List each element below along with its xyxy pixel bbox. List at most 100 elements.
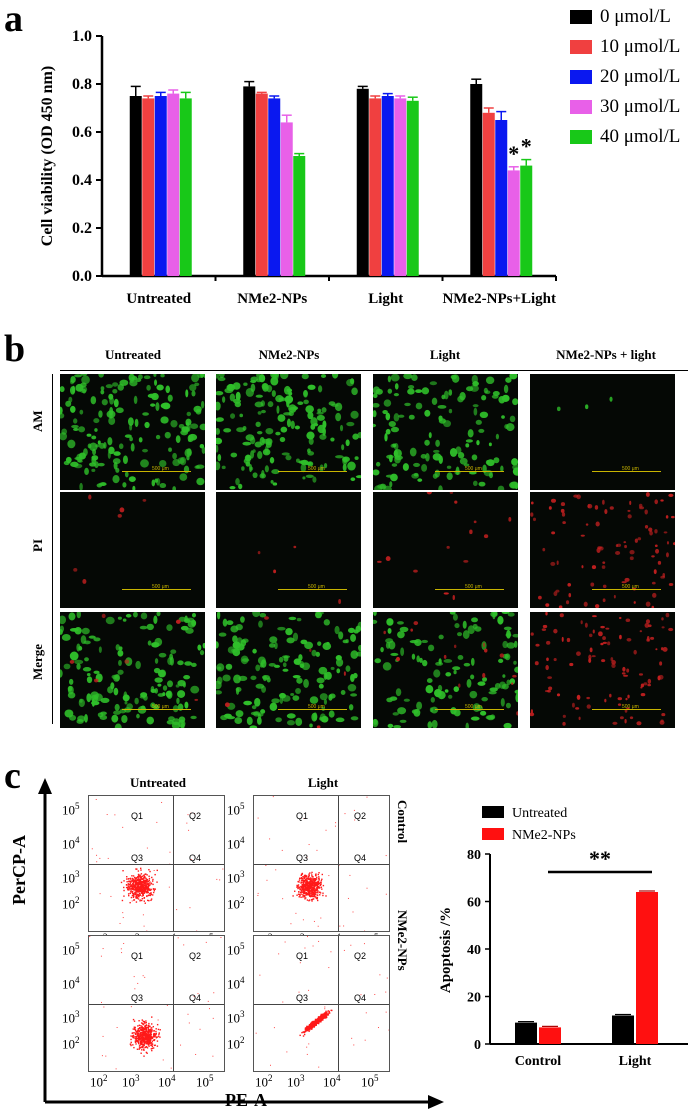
event-dot [145, 1030, 147, 1032]
event-dot [138, 1035, 140, 1038]
cell [68, 396, 73, 403]
cell [236, 427, 246, 433]
event-dot [187, 814, 189, 816]
event-dot [308, 899, 310, 902]
cell [257, 451, 263, 460]
scale-bar-label: 500 μm [465, 584, 482, 590]
significance-star: * [521, 134, 532, 159]
cell [408, 385, 415, 390]
cell [576, 694, 581, 700]
cell [216, 390, 224, 396]
cell [624, 577, 630, 582]
event-dot [129, 882, 132, 884]
event-dot [313, 896, 315, 898]
cell [530, 501, 534, 505]
event-dot [149, 889, 152, 892]
cell [243, 382, 248, 386]
cell [609, 396, 613, 402]
y-tick-label: 103 [62, 869, 80, 886]
event-dot [133, 899, 135, 901]
cell [462, 620, 467, 629]
event-dot [140, 888, 143, 891]
cell [264, 616, 269, 620]
event-dot [134, 876, 136, 879]
cell [77, 459, 83, 463]
cell [655, 648, 658, 651]
event-dot [313, 892, 315, 895]
event-dot [153, 890, 156, 892]
event-dot [314, 892, 316, 894]
event-dot [144, 879, 146, 882]
event-dot [146, 895, 148, 897]
cell [396, 621, 404, 625]
cell [273, 569, 277, 574]
event-dot [151, 1049, 153, 1052]
cell [503, 626, 512, 631]
event-dot [339, 925, 341, 927]
cell [154, 379, 158, 386]
cell [147, 640, 152, 646]
event-dot [138, 1037, 140, 1040]
cell [558, 605, 563, 608]
cell [318, 666, 328, 675]
event-dot [300, 879, 303, 881]
event-dot [136, 897, 139, 899]
bar [515, 1022, 537, 1044]
event-dot [147, 1028, 150, 1030]
event-dot [176, 909, 178, 911]
event-dot [309, 879, 312, 881]
event-dot [308, 989, 310, 991]
cell [220, 714, 228, 721]
event-dot [136, 888, 138, 890]
cell [295, 687, 302, 695]
cell [155, 402, 160, 412]
cell [485, 390, 491, 395]
bar [293, 156, 306, 276]
event-dot [148, 1025, 151, 1028]
cell [240, 655, 249, 665]
cell [586, 704, 591, 709]
cell [202, 642, 205, 649]
event-dot [149, 870, 151, 873]
cell [199, 423, 205, 431]
event-dot [148, 884, 150, 887]
event-dot [305, 892, 307, 894]
cell [311, 712, 318, 722]
event-dot [349, 874, 351, 876]
event-dot [130, 884, 132, 886]
event-dot [307, 875, 310, 878]
event-dot [305, 897, 307, 899]
event-dot [133, 976, 135, 978]
cell [403, 374, 413, 380]
event-dot [149, 892, 152, 895]
cell [69, 660, 75, 664]
event-dot [130, 896, 133, 899]
cell [76, 719, 84, 724]
event-dot [144, 1035, 146, 1037]
event-dot [319, 892, 322, 894]
cell [319, 693, 328, 701]
event-dot [146, 890, 149, 893]
flow-plot-4: Q1 Q2 Q3 Q4 [253, 935, 390, 1072]
event-dot [310, 883, 313, 886]
cell [578, 716, 581, 721]
event-dot [135, 882, 138, 885]
micrograph-cells [556, 396, 613, 412]
cell [390, 443, 397, 448]
cell [602, 598, 606, 603]
cell [400, 647, 405, 657]
cell [216, 374, 220, 379]
cell [438, 418, 446, 424]
y-tick-label: 1.0 [72, 28, 92, 45]
event-dot [137, 894, 140, 896]
cell [191, 390, 196, 397]
cell [530, 632, 534, 636]
event-dot [308, 891, 310, 893]
cell [340, 690, 346, 695]
cell [63, 460, 70, 466]
category-label: Untreated [126, 291, 191, 307]
event-dot [314, 882, 317, 884]
cell [307, 411, 314, 420]
cell [275, 717, 282, 723]
